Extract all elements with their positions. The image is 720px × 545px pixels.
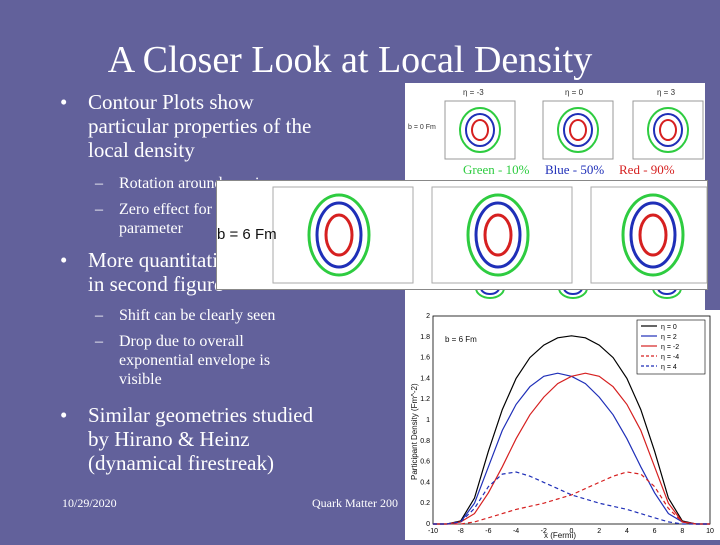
x-tick-label: 4 xyxy=(625,528,629,535)
bullet-1: • Contour Plots show particular properti… xyxy=(60,90,388,162)
density-chart: -10 -8 -6 -4 -2 0 2 4 6 8 10 0 0.2 0.4 0.6 0.8 1 1.2 1.4 1.… xyxy=(405,310,720,540)
x-tick-label: -8 xyxy=(458,528,464,535)
sub-bullet-line: Drop due to overall xyxy=(119,333,244,350)
contour-zoom-panel-2 xyxy=(431,186,573,284)
y-tick-label: 1 xyxy=(426,417,430,424)
contour-panel-2: η = 0 xyxy=(542,88,614,160)
eta-label: η = 0 xyxy=(565,88,584,97)
footer-date: 10/29/2020 xyxy=(62,496,117,510)
contour-figure-zoom: b = 6 Fm xyxy=(216,180,708,290)
bullet-dot: • xyxy=(60,90,68,114)
legend-label: η = 2 xyxy=(661,334,677,341)
y-tick-label: 1.8 xyxy=(420,334,430,341)
legend-label: η = 0 xyxy=(661,324,677,331)
series-line-1 xyxy=(433,372,710,525)
y-tick-label: 0.2 xyxy=(420,500,430,507)
dash-mark: – xyxy=(95,175,103,192)
b-label-zoom: b = 6 Fm xyxy=(217,226,277,243)
density-chart-svg: -10 -8 -6 -4 -2 0 2 4 6 8 10 0 0.2 0.4 0.6 0.8 1 1.2 1.4 1.… xyxy=(410,313,714,540)
y-tick-label: 2 xyxy=(426,313,430,320)
y-tick-label: 0 xyxy=(426,521,430,528)
x-tick-label: 8 xyxy=(680,528,684,535)
sub-bullet-line: exponential envelope is xyxy=(119,352,271,369)
sub-bullet-line: visible xyxy=(119,371,162,388)
contour-zoom-panel-3 xyxy=(590,186,708,284)
bullet-2-line: in second figure xyxy=(88,272,224,296)
chart-annotation: b = 6 Fm xyxy=(445,335,477,344)
bullet-dot: • xyxy=(60,248,68,272)
contour-red xyxy=(569,119,587,141)
series-line-3 xyxy=(433,471,710,525)
contour-zoom-svg: b = 6 Fm xyxy=(217,186,708,284)
bullet-3-line: by Hirano & Heinz xyxy=(88,427,250,451)
sub-bullet-line: Zero effect for b xyxy=(119,201,224,218)
x-tick-label: -4 xyxy=(513,528,519,535)
bullet-3-line: Similar geometries studied xyxy=(88,403,314,427)
contour-top-svg: b = 0 Fm η = -3 η = 0 η = 3 xyxy=(408,88,704,160)
dash-mark: – xyxy=(95,307,103,324)
legend-red: Red - 90% xyxy=(619,162,675,177)
contour-panel-1: η = -3 xyxy=(444,88,516,160)
legend-blue: Blue - 50% xyxy=(545,162,605,177)
y-tick-label: 1.6 xyxy=(420,355,430,362)
bullet-1-line: Contour Plots show xyxy=(88,90,254,114)
legend-green: Green - 10% xyxy=(463,162,530,177)
y-tick-label: 0.4 xyxy=(420,479,430,486)
x-tick-label: -10 xyxy=(428,528,438,535)
contour-zoom-panel-1 xyxy=(307,193,371,277)
bullet-3-line: (dynamical firestreak) xyxy=(88,451,274,475)
sub-bullet-2a: – Shift can be clearly seen xyxy=(95,306,379,325)
chart-legend-box xyxy=(636,319,706,375)
footer-conference: Quark Matter 200 xyxy=(312,496,398,510)
contour-blue xyxy=(653,113,683,147)
chart-xlabel: x (Fermi) xyxy=(544,531,576,540)
sub-bullet-line: parameter xyxy=(119,220,183,237)
bullet-2: • More quantitative in second figure xyxy=(60,248,388,296)
chart-frame xyxy=(432,315,711,525)
series-line-4 xyxy=(433,471,710,525)
bullet-3: • Similar geometries studied by Hirano &… xyxy=(60,403,388,475)
chart-ylabel: Participant Density (Fm^-2) xyxy=(410,383,419,480)
x-tick-label: -6 xyxy=(485,528,491,535)
contour-red xyxy=(471,119,489,141)
legend-label: η = -4 xyxy=(661,354,679,361)
bullet-1-line: particular properties of the xyxy=(88,114,312,138)
series-line-0 xyxy=(433,335,710,525)
y-tick-label: 1.2 xyxy=(420,396,430,403)
dash-mark: – xyxy=(95,201,103,218)
legend-label: η = -2 xyxy=(661,344,679,351)
y-tick-label: 0.8 xyxy=(420,438,430,445)
bullet-2-line: More quantitative xyxy=(88,248,238,272)
bullet-dot: • xyxy=(60,403,68,427)
dash-mark: – xyxy=(95,333,103,350)
contour-blue xyxy=(563,113,593,147)
y-tick-label: 0.6 xyxy=(420,459,430,466)
sub-bullet-line: Shift can be clearly seen xyxy=(119,307,276,324)
series-line-2 xyxy=(433,372,710,525)
legend-label: η = 4 xyxy=(661,364,677,371)
contour-blue xyxy=(465,113,495,147)
contour-green xyxy=(647,107,689,153)
contour-figure-top: b = 0 Fm η = -3 η = 0 η = 3 xyxy=(405,83,705,163)
contour-panel-3: η = 3 xyxy=(632,88,704,160)
y-tick-label: 1.4 xyxy=(420,375,430,382)
x-tick-label: 2 xyxy=(597,528,601,535)
contour-red xyxy=(659,119,677,141)
b-label-top: b = 0 Fm xyxy=(408,124,436,131)
sub-bullet-2b: – Drop due to overall exponential envelo… xyxy=(95,332,379,389)
x-tick-label: 10 xyxy=(706,528,714,535)
eta-label: η = 3 xyxy=(657,88,676,97)
eta-label: η = -3 xyxy=(463,88,484,97)
slide-title: A Closer Look at Local Density xyxy=(107,39,593,81)
contour-green xyxy=(557,107,599,153)
x-tick-label: 0 xyxy=(570,528,574,535)
contour-green xyxy=(459,107,501,153)
x-tick-label: -2 xyxy=(541,528,547,535)
x-tick-label: 6 xyxy=(653,528,657,535)
sub-bullet-1b: – Zero effect for b parameter xyxy=(95,200,379,238)
bullet-1-line: local density xyxy=(88,138,195,162)
contour-legend: Green - 10% Blue - 50% Red - 90% xyxy=(405,160,705,180)
